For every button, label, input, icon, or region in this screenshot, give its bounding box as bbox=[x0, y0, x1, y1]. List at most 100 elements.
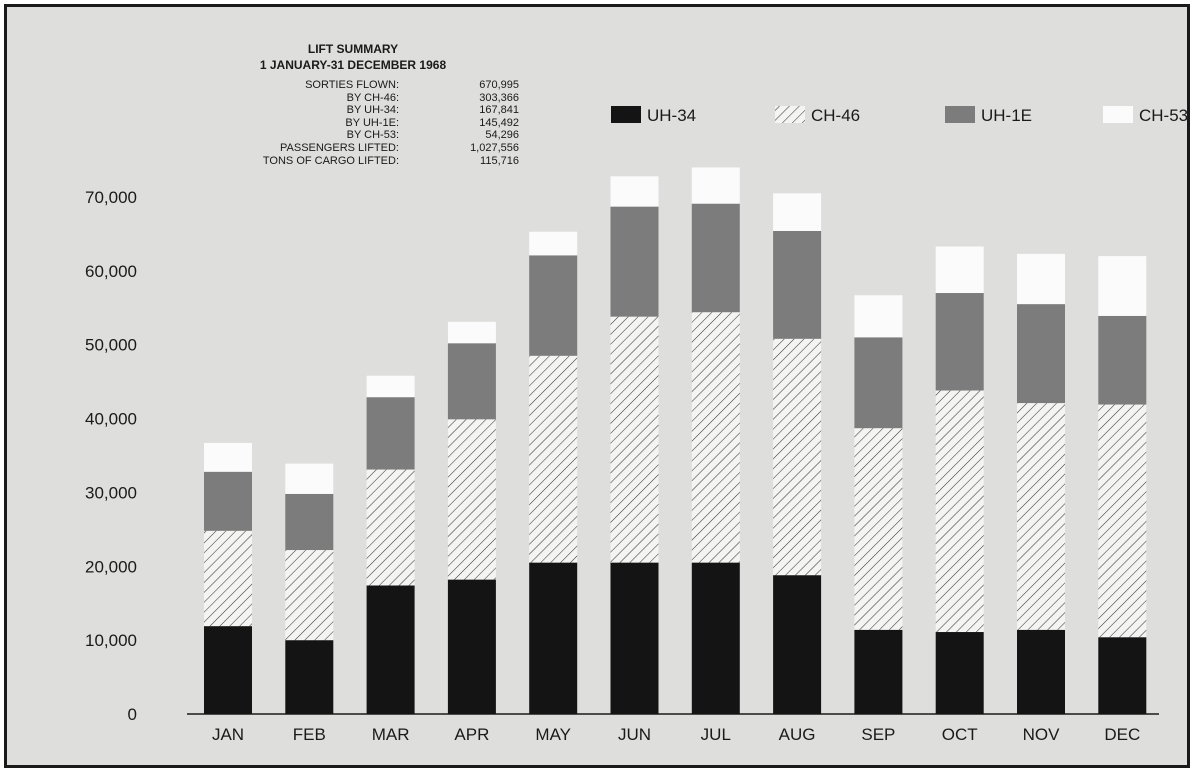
summary-row-value: 670,995 bbox=[479, 79, 519, 91]
bar-segment-ch-53 bbox=[854, 295, 903, 338]
bar-segment-uh-1e bbox=[610, 206, 659, 317]
x-tick-label: SEP bbox=[861, 725, 895, 744]
summary-row: BY UH-1E: 145,492 bbox=[203, 117, 533, 130]
summary-row: BY CH-53: 54,296 bbox=[203, 129, 533, 142]
summary-row-label: BY UH-1E: bbox=[345, 116, 399, 129]
bar-segment-ch-46 bbox=[447, 419, 496, 580]
x-tick-label: MAR bbox=[372, 725, 410, 744]
bar-segment-uh-34 bbox=[610, 562, 659, 714]
bar-segment-uh-1e bbox=[854, 337, 903, 429]
x-tick-label: FEB bbox=[293, 725, 326, 744]
bar-segment-uh-1e bbox=[1098, 315, 1147, 405]
bar-segment-uh-1e bbox=[285, 493, 334, 551]
chart-frame: LIFT SUMMARY 1 JANUARY-31 DECEMBER 1968 … bbox=[4, 4, 1190, 768]
x-tick-label: APR bbox=[454, 725, 489, 744]
x-tick-label: DEC bbox=[1104, 725, 1140, 744]
legend-label: CH-46 bbox=[811, 106, 860, 125]
bar-segment-uh-34 bbox=[935, 632, 984, 714]
bar-segment-ch-53 bbox=[204, 442, 252, 472]
bar-segment-ch-53 bbox=[610, 176, 659, 207]
y-tick-label: 0 bbox=[128, 705, 137, 724]
bar-segment-ch-53 bbox=[773, 193, 822, 231]
summary-row: PASSENGERS LIFTED: 1,027,556 bbox=[203, 142, 533, 155]
y-tick-label: 70,000 bbox=[85, 188, 137, 207]
legend-label: UH-1E bbox=[981, 106, 1032, 125]
bar-segment-ch-53 bbox=[366, 375, 415, 398]
summary-row-value: 115,716 bbox=[480, 154, 519, 167]
bar-segment-uh-1e bbox=[691, 203, 740, 313]
y-tick-label: 10,000 bbox=[85, 631, 137, 650]
bar-segment-uh-34 bbox=[691, 562, 740, 714]
summary-row-value: 54,296 bbox=[485, 129, 519, 142]
bar-segment-ch-46 bbox=[204, 530, 252, 627]
bar-segment-ch-46 bbox=[935, 390, 984, 633]
bar-segment-uh-34 bbox=[529, 562, 578, 714]
legend-label: CH-53 bbox=[1139, 106, 1187, 125]
bar-segment-ch-46 bbox=[854, 428, 903, 630]
bar-segment-ch-46 bbox=[610, 316, 659, 563]
bar-segment-ch-46 bbox=[773, 338, 822, 576]
summary-row: TONS OF CARGO LIFTED: 115,716 bbox=[203, 155, 533, 168]
y-tick-label: 30,000 bbox=[85, 483, 137, 502]
summary-row-value: 167,841 bbox=[479, 104, 519, 117]
bar-segment-uh-34 bbox=[447, 579, 496, 714]
legend-swatch bbox=[945, 106, 975, 123]
bar-segment-ch-53 bbox=[1098, 256, 1147, 316]
bar-segment-uh-1e bbox=[935, 293, 984, 391]
bar-segment-uh-34 bbox=[854, 629, 903, 714]
bar-segment-ch-46 bbox=[1098, 404, 1147, 638]
summary-row-value: 303,366 bbox=[479, 91, 519, 104]
summary-title: LIFT SUMMARY bbox=[307, 42, 399, 56]
summary-row-label: BY CH-53: bbox=[346, 129, 399, 142]
bar-segment-ch-46 bbox=[1017, 403, 1065, 630]
x-tick-label: JUN bbox=[618, 725, 651, 744]
x-tick-label: AUG bbox=[779, 725, 816, 744]
bar-segment-uh-1e bbox=[366, 397, 415, 470]
x-tick-label: JUL bbox=[701, 725, 731, 744]
bar-segment-uh-1e bbox=[1017, 304, 1065, 404]
bar-segment-uh-1e bbox=[447, 343, 496, 420]
x-tick-label: MAY bbox=[535, 725, 571, 744]
bar-segment-ch-53 bbox=[691, 167, 740, 204]
y-tick-label: 50,000 bbox=[85, 336, 137, 355]
x-tick-label: JAN bbox=[212, 725, 244, 744]
bar-segment-uh-34 bbox=[1017, 629, 1065, 714]
x-tick-label: OCT bbox=[942, 725, 978, 744]
bar-segment-uh-34 bbox=[285, 640, 334, 714]
summary-row-label: BY UH-34: bbox=[346, 104, 399, 117]
legend-label: UH-34 bbox=[647, 106, 696, 125]
summary-row: BY UH-34: 167,841 bbox=[203, 104, 533, 117]
legend-swatch bbox=[1103, 106, 1133, 123]
bar-segment-uh-1e bbox=[529, 255, 578, 356]
summary-row-label: TONS OF CARGO LIFTED: bbox=[262, 154, 399, 167]
legend-swatch bbox=[775, 106, 805, 123]
summary-row-value: 1,027,556 bbox=[470, 141, 519, 154]
bar-segment-uh-34 bbox=[366, 585, 415, 714]
y-tick-label: 40,000 bbox=[85, 410, 137, 429]
lift-summary-box: LIFT SUMMARY 1 JANUARY-31 DECEMBER 1968 … bbox=[203, 41, 533, 167]
bar-segment-uh-1e bbox=[204, 471, 252, 531]
bar-segment-uh-34 bbox=[1098, 637, 1147, 714]
bar-segment-ch-46 bbox=[366, 469, 415, 586]
stacked-bar-chart: 0 10,000 20,000 30,000 40,000 50,000 60,000 70,… bbox=[85, 106, 1187, 744]
bar-segment-ch-53 bbox=[529, 231, 578, 256]
bar-segment-ch-53 bbox=[285, 463, 334, 494]
y-tick-label: 60,000 bbox=[85, 262, 137, 281]
x-tick-label: NOV bbox=[1023, 725, 1061, 744]
summary-row: SORTIES FLOWN: 670,995 bbox=[203, 79, 533, 92]
bar-segment-uh-34 bbox=[204, 626, 252, 714]
bar-segment-ch-53 bbox=[447, 321, 496, 344]
bar-segment-ch-46 bbox=[285, 550, 334, 641]
summary-row: BY CH-46: 303,366 bbox=[203, 92, 533, 105]
bar-segment-ch-46 bbox=[691, 312, 740, 563]
summary-row-label: PASSENGERS LIFTED: bbox=[280, 141, 399, 154]
bar-segment-uh-34 bbox=[773, 575, 822, 714]
bar-segment-ch-53 bbox=[1017, 253, 1065, 305]
summary-row-label: BY CH-46: bbox=[346, 91, 399, 104]
legend-swatch bbox=[611, 106, 641, 123]
bar-segment-ch-53 bbox=[935, 246, 984, 294]
bar-segment-ch-46 bbox=[529, 355, 578, 563]
y-tick-label: 20,000 bbox=[85, 557, 137, 576]
summary-row-value: 145,492 bbox=[479, 116, 519, 129]
summary-subtitle: 1 JANUARY-31 DECEMBER 1968 bbox=[259, 58, 447, 72]
